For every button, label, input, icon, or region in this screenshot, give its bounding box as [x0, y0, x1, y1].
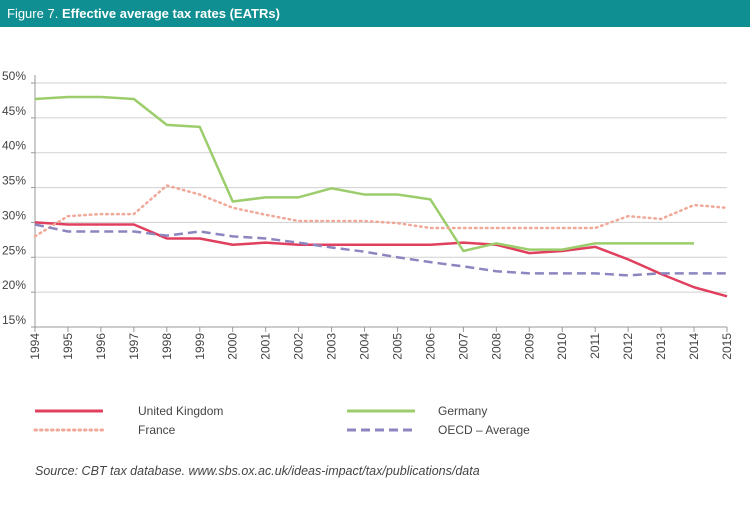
source-note: Source: CBT tax database. www.sbs.ox.ac.…: [35, 464, 480, 478]
header: Figure 7. Effective average tax rates (E…: [7, 6, 280, 21]
y-tick-label: 20%: [2, 278, 26, 292]
legend-entry: France: [33, 423, 176, 437]
chart-title: Effective average tax rates (EATRs): [62, 6, 280, 21]
x-tick-label: 2012: [621, 333, 635, 360]
x-tick-label: 1999: [193, 333, 207, 360]
y-tick-label: 15%: [2, 313, 26, 327]
x-tick-label: 2004: [358, 333, 372, 360]
x-tick-label: 2014: [687, 333, 701, 360]
series-line: [34, 95, 695, 253]
legend-label: Germany: [438, 404, 487, 418]
series-line: [34, 223, 727, 277]
x-tick-label: 2003: [325, 333, 339, 360]
x-tick-label: 1998: [160, 333, 174, 360]
x-tick-label: 2013: [654, 333, 668, 360]
x-tick-label: 2009: [522, 333, 536, 360]
y-tick-label: 40%: [2, 139, 26, 153]
header-bar: [0, 0, 750, 27]
x-tick-label: 2010: [555, 333, 569, 360]
y-tick-label: 30%: [2, 208, 26, 222]
legend-label: OECD – Average: [438, 423, 530, 437]
y-tick-label: 50%: [2, 69, 26, 83]
y-tick-label: 45%: [2, 104, 26, 118]
y-tick-label: 35%: [2, 174, 26, 188]
x-tick-label: 1996: [94, 333, 108, 360]
x-tick-label: 2011: [588, 333, 602, 359]
x-tick-label: 2008: [489, 333, 503, 360]
x-tick-label: 2002: [292, 333, 306, 360]
legend-label: United Kingdom: [138, 404, 223, 418]
x-tick-label: 2000: [226, 333, 240, 360]
legend-entry: Germany: [347, 404, 487, 418]
x-tick-label: 1997: [127, 333, 141, 360]
legend-entry: United Kingdom: [35, 404, 223, 418]
series-line: [34, 221, 728, 298]
x-tick-label: 1994: [28, 333, 42, 360]
x-tick-label: 2001: [259, 333, 273, 360]
figure-label: Figure 7.: [7, 6, 58, 21]
legend-entry: OECD – Average: [347, 423, 530, 437]
x-tick-label: 2007: [456, 333, 470, 360]
series-line: [33, 184, 729, 238]
y-tick-label: 25%: [2, 243, 26, 257]
legend-label: France: [138, 423, 176, 437]
x-tick-label: 1995: [61, 333, 75, 360]
x-tick-label: 2015: [720, 333, 734, 360]
x-tick-label: 2006: [423, 333, 437, 360]
x-tick-label: 2005: [390, 333, 404, 360]
